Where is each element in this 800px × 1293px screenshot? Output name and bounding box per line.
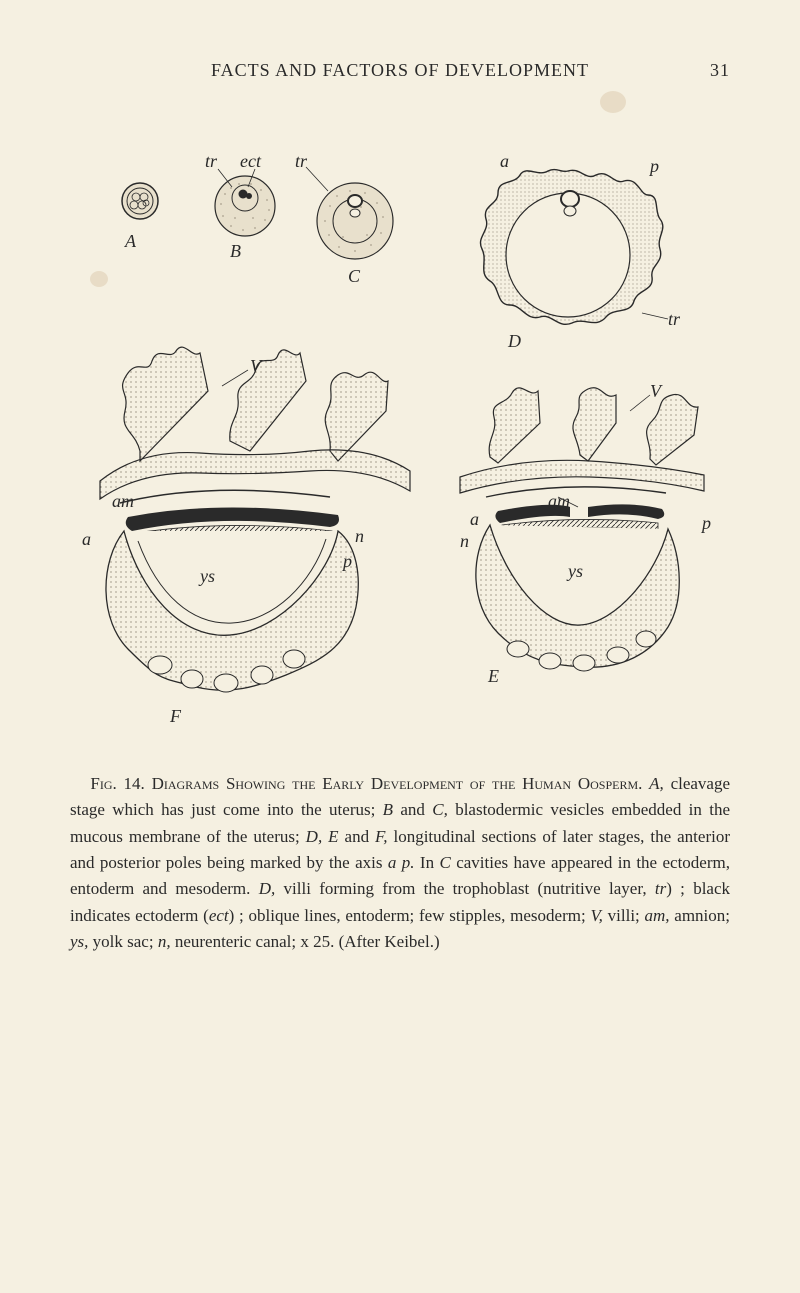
panel-C	[315, 181, 395, 261]
label-a-top: a	[500, 151, 509, 172]
label-p-left: p	[343, 551, 352, 572]
label-C: C	[348, 266, 360, 287]
leader-VR	[628, 393, 662, 417]
panel-A	[120, 181, 160, 221]
label-B: B	[230, 241, 241, 262]
figure-14: A tr ect B	[70, 121, 730, 741]
header-title: FACTS AND FACTORS OF DEVELOPMENT	[70, 60, 700, 81]
label-n-right: n	[460, 531, 469, 552]
caption-fig-no: Fig. 14.	[90, 774, 144, 793]
page-number: 31	[700, 60, 730, 81]
running-head: FACTS AND FACTORS OF DEVELOPMENT 31	[70, 60, 730, 81]
figure-caption: Fig. 14. Diagrams Showing the Early Deve…	[70, 771, 730, 955]
leader-D	[640, 301, 680, 331]
label-a-mid: a	[470, 509, 479, 530]
label-D: D	[508, 331, 521, 352]
leader-C	[300, 163, 340, 193]
leader-VL	[220, 366, 260, 396]
label-F: F	[170, 706, 181, 727]
label-am-right: am	[548, 491, 570, 512]
panel-E	[440, 379, 720, 689]
label-am-left: am	[112, 491, 134, 512]
caption-title: Diagrams Showing the Early Development o…	[152, 774, 643, 793]
label-ys-left: ys	[200, 566, 215, 587]
label-p-right: p	[702, 513, 711, 534]
label-E: E	[488, 666, 499, 687]
panel-D	[468, 159, 668, 359]
label-n-left: n	[355, 526, 364, 547]
caption-body: A, cleavage stage which has just come in…	[70, 774, 730, 951]
label-A: A	[125, 231, 136, 252]
label-ys-right: ys	[568, 561, 583, 582]
label-a-left: a	[82, 529, 91, 550]
label-p-top: p	[650, 156, 659, 177]
leader-B	[210, 161, 270, 191]
